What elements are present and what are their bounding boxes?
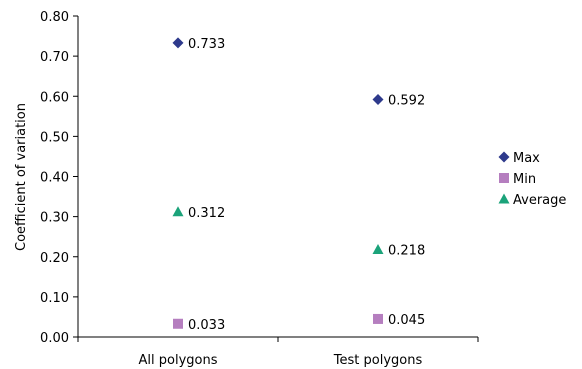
data-series: 0.733 0.592 0.033 0.045 0.312 0.218: [172, 37, 425, 333]
y-tick-label: 0.30: [40, 211, 69, 226]
y-tick-label: 0.10: [40, 291, 69, 306]
legend-label-max: Max: [513, 151, 540, 166]
y-tick-label: 0.20: [40, 251, 69, 266]
data-point-min: [373, 313, 383, 324]
y-axis: 0.00 0.10 0.20 0.30 0.40 0.50 0.60 0.70 0.80: [40, 10, 79, 346]
legend-label-min: Min: [513, 172, 536, 187]
y-tick-label: 0.40: [40, 171, 69, 186]
data-point-average: [372, 244, 384, 255]
legend-marker-min: [499, 173, 509, 183]
data-point-min: [173, 318, 183, 329]
x-axis: All polygons Test polygons: [77, 336, 479, 368]
legend-label-average: Average: [513, 193, 566, 208]
y-tick-label: 0.70: [40, 50, 69, 65]
data-point-max: [372, 93, 384, 105]
y-tick-label: 0.00: [40, 331, 69, 346]
y-axis-title: Coefficient of variation: [14, 103, 29, 251]
data-label-average: 0.312: [188, 206, 225, 221]
y-tick-label: 0.60: [40, 90, 69, 105]
data-label-max: 0.592: [388, 93, 425, 108]
data-point-average: [172, 206, 184, 217]
y-tick-label: 0.50: [40, 130, 69, 145]
legend-marker-max: [498, 151, 510, 163]
data-label-min: 0.033: [188, 318, 225, 333]
x-tick-label: All polygons: [139, 353, 218, 368]
legend-marker-average: [498, 193, 510, 204]
x-tick-label: Test polygons: [333, 353, 423, 368]
data-label-min: 0.045: [388, 313, 425, 328]
data-point-max: [172, 37, 184, 49]
data-label-max: 0.733: [188, 37, 225, 52]
data-label-average: 0.218: [388, 244, 425, 259]
y-tick-label: 0.80: [40, 10, 69, 25]
legend: Max Min Average: [498, 151, 566, 208]
